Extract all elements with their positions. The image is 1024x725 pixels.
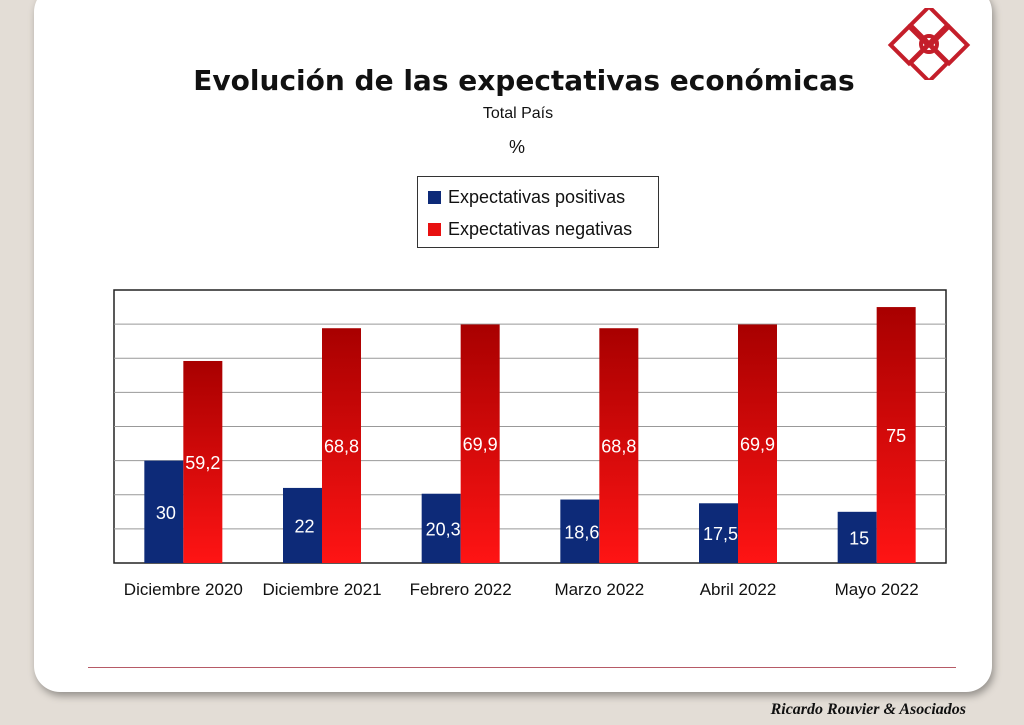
chart-title: Evolución de las expectativas económicas — [193, 64, 855, 97]
data-label-positive: 17,5 — [703, 524, 738, 544]
footer-divider — [88, 667, 956, 668]
data-label-positive: 22 — [294, 516, 314, 536]
company-logo — [887, 8, 971, 80]
x-tick-label: Diciembre 2020 — [124, 580, 243, 599]
data-label-negative: 69,9 — [740, 435, 775, 455]
bar-positive — [283, 487, 322, 563]
data-label-positive: 18,6 — [564, 522, 599, 542]
bar-negative — [876, 307, 916, 563]
legend-item-positive: Expectativas positivas — [428, 185, 625, 209]
x-tick-label: Marzo 2022 — [554, 580, 644, 599]
legend-swatch-negative — [428, 222, 441, 236]
data-label-negative: 75 — [886, 426, 906, 446]
legend-label-negative: Expectativas negativas — [448, 218, 633, 239]
data-label-negative: 68,8 — [324, 437, 359, 457]
chart-legend: Expectativas positivas Expectativas nega… — [417, 176, 659, 248]
chart-unit: % — [508, 137, 525, 157]
data-label-negative: 68,8 — [601, 437, 636, 457]
bar-negative — [599, 328, 639, 563]
legend-label-positive: Expectativas positivas — [448, 186, 626, 207]
bar-positive — [837, 511, 877, 563]
bar-negative — [460, 324, 500, 563]
legend-swatch-positive — [428, 190, 441, 204]
bar-positive — [421, 493, 461, 563]
bar-positive — [699, 503, 738, 563]
data-label-positive: 20,3 — [426, 519, 461, 539]
x-tick-label: Febrero 2022 — [410, 580, 512, 599]
x-tick-label: Abril 2022 — [700, 580, 777, 599]
data-label-positive: 30 — [156, 503, 176, 523]
bar-positive — [560, 499, 600, 563]
bar-negative — [738, 324, 777, 563]
bar-positive — [144, 460, 184, 563]
chart-subtitle: Total País — [482, 105, 554, 122]
legend-item-negative: Expectativas negativas — [428, 217, 632, 241]
data-label-negative: 59,2 — [185, 453, 220, 473]
bar-negative — [183, 360, 223, 563]
data-label-positive: 15 — [849, 528, 869, 548]
data-label-negative: 69,9 — [463, 435, 498, 455]
x-tick-label: Mayo 2022 — [835, 580, 919, 599]
x-tick-label: Diciembre 2021 — [262, 580, 381, 599]
bar-negative — [322, 328, 361, 563]
brand-name: Ricardo Rouvier & Asociados — [770, 701, 966, 718]
